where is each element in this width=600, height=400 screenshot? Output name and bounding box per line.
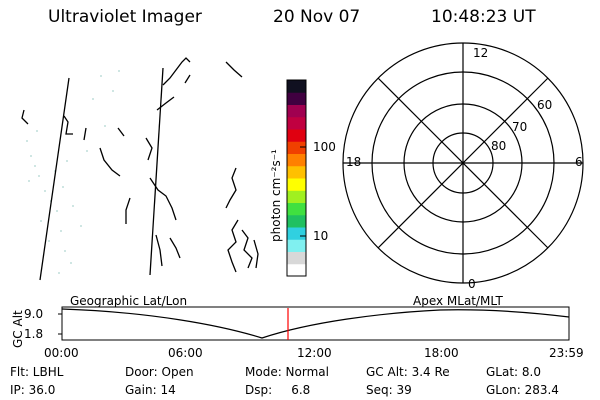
- colorbar-stripe: [287, 251, 306, 265]
- mlt-label-0: 0: [468, 277, 476, 291]
- status-filter: Flt: LBHL: [10, 365, 64, 379]
- status-door: Door: Open: [125, 365, 194, 379]
- timeline-panel: [58, 306, 570, 341]
- colorbar-stripe: [287, 178, 306, 191]
- colorbar-stripe: [287, 165, 306, 179]
- timeline-x-tick-3: 18:00: [424, 346, 459, 360]
- coastline-outlines: [21, 57, 259, 281]
- timeline-x-tick-1: 06:00: [168, 346, 203, 360]
- timeline-y-tick-bottom: 1.8: [24, 327, 44, 341]
- colorbar-stripe: [287, 153, 306, 167]
- mlt-label-6: 6: [575, 155, 583, 169]
- mlt-label-18: 18: [346, 155, 362, 169]
- instrument-title: Ultraviolet Imager: [48, 7, 202, 27]
- colorbar-unit-label: photon cm⁻²s⁻¹: [269, 149, 283, 242]
- timeline-right-title: Apex MLat/MLT: [413, 294, 503, 308]
- altitude-curve: [61, 308, 570, 339]
- colorbar-stripe: [287, 141, 306, 154]
- colorbar-stripe: [287, 92, 306, 105]
- lat-label-60: 60: [537, 98, 553, 112]
- status-glon: GLon: 283.4: [486, 383, 559, 397]
- timeline-left-title: Geographic Lat/Lon: [70, 294, 188, 308]
- colorbar-tick-10: 10: [313, 229, 329, 243]
- status-glat: GLat: 8.0: [486, 365, 541, 379]
- date-label: 20 Nov 07: [273, 7, 361, 27]
- polar-plot: [342, 42, 584, 284]
- colorbar-stripe: [287, 190, 306, 203]
- geographic-map-panel: [21, 57, 259, 281]
- colorbar-stripe: [287, 214, 306, 228]
- status-gc-alt: GC Alt: 3.4 Re: [366, 365, 450, 379]
- time-label: 10:48:23 UT: [431, 7, 536, 27]
- colorbar-stripe: [287, 202, 306, 216]
- colorbar-stripe: [287, 129, 306, 142]
- colorbar-stripe: [287, 80, 306, 93]
- timeline-x-tick-2: 12:00: [297, 346, 332, 360]
- timeline-x-tick-4: 23:59: [549, 346, 584, 360]
- status-ip: IP: 36.0: [10, 383, 56, 397]
- colorbar-stripe: [287, 263, 306, 277]
- colorbar-stripe: [287, 116, 306, 130]
- uv-emission-speckle: [26, 70, 120, 274]
- status-seq: Seq: 39: [366, 383, 412, 397]
- mlt-label-12: 12: [473, 46, 489, 60]
- colorbar: [286, 79, 307, 277]
- colorbar-stripe: [287, 227, 306, 240]
- timeline-y-tick-top: 9.0: [24, 307, 44, 321]
- colorbar-stripe: [287, 239, 306, 252]
- colorbar-stripe: [287, 104, 306, 118]
- timeline-x-tick-0: 00:00: [44, 346, 79, 360]
- lat-label-70: 70: [512, 120, 528, 134]
- status-gain: Gain: 14: [125, 383, 176, 397]
- colorbar-tick-100: 100: [313, 140, 336, 154]
- timeline-y-axis-label: GC Alt: [11, 310, 25, 348]
- status-dsp: Dsp: 6.8: [245, 383, 311, 397]
- lat-label-80: 80: [491, 139, 507, 153]
- status-mode: Mode: Normal: [245, 365, 329, 379]
